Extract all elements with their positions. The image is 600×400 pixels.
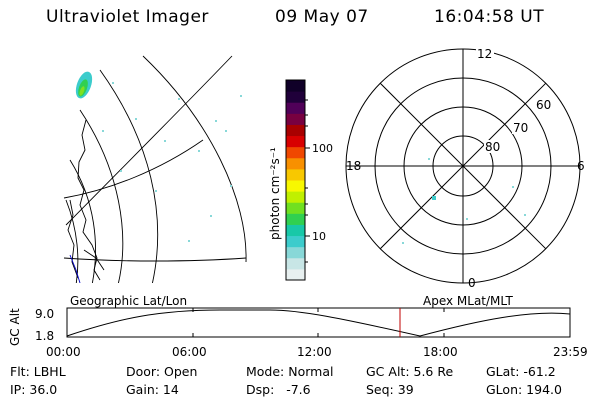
info-gain: Gain: 14: [126, 382, 179, 397]
colorbar-cell: [286, 124, 305, 137]
colorbar-cell: [286, 146, 305, 159]
info-ip: IP: 36.0: [10, 382, 58, 397]
timeline-left-title: Geographic Lat/Lon: [70, 294, 187, 308]
colorbar-cell: [286, 246, 305, 259]
info-filter: Flt: LBHL: [10, 364, 66, 379]
timeline-ticks: [66, 308, 571, 337]
polar-ring-70: [403, 106, 523, 226]
colorbar-label: photon cm⁻²s⁻¹: [268, 147, 282, 240]
polar-speckles: [402, 158, 526, 244]
colorbar-cell: [286, 235, 305, 248]
polar-diagonal: [379, 82, 547, 250]
grid-line: [69, 159, 96, 283]
info-door: Door: Open: [126, 364, 198, 379]
grid-line: [65, 199, 79, 283]
date-label: 09 May 07: [275, 7, 369, 27]
clock-label-6: 6: [577, 159, 585, 173]
instrument-title: Ultraviolet Imager: [46, 7, 209, 27]
colorbar-tick-100: 100: [312, 142, 333, 155]
polar-diagonal: [379, 82, 547, 250]
colorbar-cell: [286, 157, 305, 170]
lat-label-80: 80: [485, 140, 500, 154]
info-dsp: Dsp: -7.6: [246, 382, 311, 397]
polar-ring-50: [345, 48, 581, 284]
info-gc-alt: GC Alt: 5.6 Re: [366, 364, 454, 379]
info-glat: GLat: -61.2: [486, 364, 556, 379]
clock-label-18: 18: [346, 159, 361, 173]
y-axis-label: GC Alt: [8, 308, 22, 346]
colorbar-cell: [286, 135, 305, 148]
grid-line: [79, 109, 124, 283]
info-seq: Seq: 39: [366, 382, 414, 397]
x-tick-0600: 06:00: [172, 345, 207, 359]
aurora-blob: [75, 71, 93, 99]
colorbar-tick-10: 10: [312, 230, 326, 243]
info-glon: GLon: 194.0: [486, 382, 562, 397]
colorbar-cells: [286, 80, 305, 281]
coastline-blue: [69, 254, 81, 283]
time-label: 16:04:58 UT: [434, 7, 545, 27]
lat-label-60: 60: [536, 98, 551, 112]
colorbar-cell: [286, 213, 305, 225]
colorbar-cell: [286, 80, 305, 92]
x-tick-2359: 23:59: [553, 345, 588, 359]
x-tick-1200: 12:00: [297, 345, 332, 359]
clock-label-0: 0: [468, 276, 476, 290]
polar-ring-80: [432, 135, 494, 197]
colorbar-cell: [286, 268, 305, 281]
colorbar-cell: [286, 113, 305, 125]
grid-line: [63, 257, 247, 262]
colorbar-cell: [286, 168, 305, 181]
coastline: [67, 199, 79, 279]
grid-line: [142, 55, 247, 263]
lat-label-70: 70: [513, 121, 528, 135]
grid-line: [99, 69, 159, 283]
x-tick-0000: 00:00: [46, 345, 81, 359]
colorbar-ticks: [305, 99, 310, 263]
colorbar-cell: [286, 257, 305, 270]
speckles: [102, 82, 242, 242]
colorbar-cell: [286, 180, 305, 192]
colorbar-frame: [285, 79, 306, 281]
timeline-right-title: Apex MLat/MLT: [423, 294, 513, 308]
timeline-frame: [66, 307, 571, 338]
coastline: [83, 249, 105, 271]
grid-line: [65, 55, 233, 226]
colorbar-cell: [286, 224, 305, 237]
polar-ring-60: [374, 77, 552, 255]
y-tick-9: 9.0: [35, 307, 54, 321]
colorbar-cell: [286, 202, 305, 214]
colorbar-cell: [286, 191, 305, 203]
colorbar-cell: [286, 91, 305, 103]
grid-line: [63, 139, 204, 199]
coastline: [77, 119, 101, 281]
info-mode: Mode: Normal: [246, 364, 334, 379]
y-tick-1-8: 1.8: [35, 329, 54, 343]
altitude-curve: [66, 309, 571, 337]
colorbar-cell: [286, 102, 305, 114]
clock-label-12: 12: [477, 47, 492, 61]
x-tick-1800: 18:00: [423, 345, 458, 359]
